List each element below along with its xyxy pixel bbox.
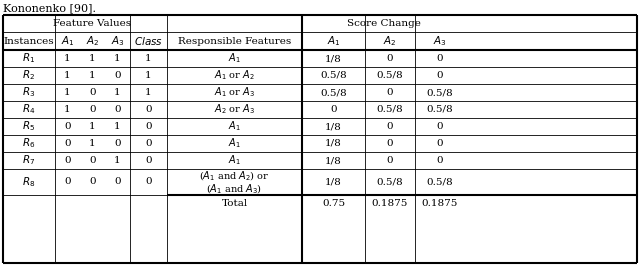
Text: $A_1$ or $A_2$: $A_1$ or $A_2$ [214, 69, 255, 82]
Text: 0.5/8: 0.5/8 [377, 105, 403, 114]
Text: 1: 1 [145, 88, 152, 97]
Text: 0: 0 [387, 139, 394, 148]
Text: 0: 0 [64, 122, 71, 131]
Text: Responsible Features: Responsible Features [178, 36, 291, 45]
Text: 0: 0 [436, 139, 444, 148]
Text: 0.1875: 0.1875 [372, 200, 408, 209]
Text: 1/8: 1/8 [325, 139, 342, 148]
Text: 0: 0 [387, 156, 394, 165]
Text: $R_2$: $R_2$ [22, 69, 36, 82]
Text: 1: 1 [114, 54, 121, 63]
Text: ($A_1$ and $A_2$) or: ($A_1$ and $A_2$) or [199, 169, 269, 183]
Text: 0.5/8: 0.5/8 [320, 88, 347, 97]
Text: $R_7$: $R_7$ [22, 153, 36, 167]
Text: $A_1$: $A_1$ [61, 34, 74, 48]
Text: 0: 0 [114, 105, 121, 114]
Text: 1/8: 1/8 [325, 122, 342, 131]
Text: $R_8$: $R_8$ [22, 175, 36, 189]
Text: 0: 0 [145, 177, 152, 186]
Text: 0.75: 0.75 [322, 200, 345, 209]
Text: 0.5/8: 0.5/8 [427, 105, 453, 114]
Text: 0: 0 [89, 177, 96, 186]
Text: 0: 0 [64, 177, 71, 186]
Text: $A_2$: $A_2$ [383, 34, 397, 48]
Text: 1: 1 [145, 71, 152, 80]
Text: 1: 1 [89, 139, 96, 148]
Text: 0: 0 [145, 156, 152, 165]
Text: $A_3$: $A_3$ [111, 34, 124, 48]
Text: 0: 0 [387, 122, 394, 131]
Text: $A_1$: $A_1$ [326, 34, 340, 48]
Text: 0: 0 [436, 71, 444, 80]
Text: $R_6$: $R_6$ [22, 137, 36, 150]
Text: 0.5/8: 0.5/8 [377, 71, 403, 80]
Text: 0: 0 [387, 54, 394, 63]
Text: $A_1$ or $A_3$: $A_1$ or $A_3$ [214, 86, 255, 99]
Text: 0: 0 [89, 105, 96, 114]
Text: 0: 0 [145, 122, 152, 131]
Text: $R_5$: $R_5$ [22, 120, 36, 134]
Text: 1: 1 [89, 71, 96, 80]
Text: 0: 0 [114, 139, 121, 148]
Text: 1/8: 1/8 [325, 177, 342, 186]
Text: 1: 1 [64, 71, 71, 80]
Text: 0: 0 [387, 88, 394, 97]
Text: $R_1$: $R_1$ [22, 52, 36, 65]
Text: $A_2$ or $A_3$: $A_2$ or $A_3$ [214, 103, 255, 117]
Text: 0: 0 [436, 122, 444, 131]
Text: 1: 1 [64, 54, 71, 63]
Text: $R_3$: $R_3$ [22, 86, 36, 99]
Text: 1: 1 [114, 88, 121, 97]
Text: 0: 0 [64, 156, 71, 165]
Text: 0: 0 [89, 156, 96, 165]
Text: 1/8: 1/8 [325, 156, 342, 165]
Text: Total: Total [221, 200, 248, 209]
Text: Feature Values: Feature Values [53, 19, 132, 28]
Text: 0: 0 [64, 139, 71, 148]
Text: 1: 1 [64, 105, 71, 114]
Text: 0: 0 [436, 156, 444, 165]
Text: $A_1$: $A_1$ [228, 120, 241, 134]
Text: $A_1$: $A_1$ [228, 153, 241, 167]
Text: 0: 0 [145, 105, 152, 114]
Text: $A_3$: $A_3$ [433, 34, 447, 48]
Text: 0: 0 [330, 105, 337, 114]
Text: ($A_1$ and $A_3$): ($A_1$ and $A_3$) [207, 182, 262, 196]
Text: 0: 0 [89, 88, 96, 97]
Text: 0.1875: 0.1875 [422, 200, 458, 209]
Text: 1: 1 [114, 156, 121, 165]
Text: Instances: Instances [4, 36, 54, 45]
Text: $\mathit{Class}$: $\mathit{Class}$ [134, 35, 163, 47]
Text: 1: 1 [145, 54, 152, 63]
Text: 0: 0 [145, 139, 152, 148]
Text: Kononenko [90].: Kononenko [90]. [3, 3, 96, 13]
Text: $A_1$: $A_1$ [228, 137, 241, 150]
Text: 1/8: 1/8 [325, 54, 342, 63]
Text: 0: 0 [436, 54, 444, 63]
Text: $A_2$: $A_2$ [86, 34, 99, 48]
Text: 0: 0 [114, 71, 121, 80]
Text: 1: 1 [89, 122, 96, 131]
Text: Score Change: Score Change [347, 19, 420, 28]
Text: 0.5/8: 0.5/8 [427, 177, 453, 186]
Text: 0.5/8: 0.5/8 [377, 177, 403, 186]
Text: 1: 1 [64, 88, 71, 97]
Text: 0: 0 [114, 177, 121, 186]
Text: 1: 1 [89, 54, 96, 63]
Text: $A_1$: $A_1$ [228, 52, 241, 65]
Text: $R_4$: $R_4$ [22, 103, 36, 117]
Text: 0.5/8: 0.5/8 [320, 71, 347, 80]
Text: 0.5/8: 0.5/8 [427, 88, 453, 97]
Text: 1: 1 [114, 122, 121, 131]
